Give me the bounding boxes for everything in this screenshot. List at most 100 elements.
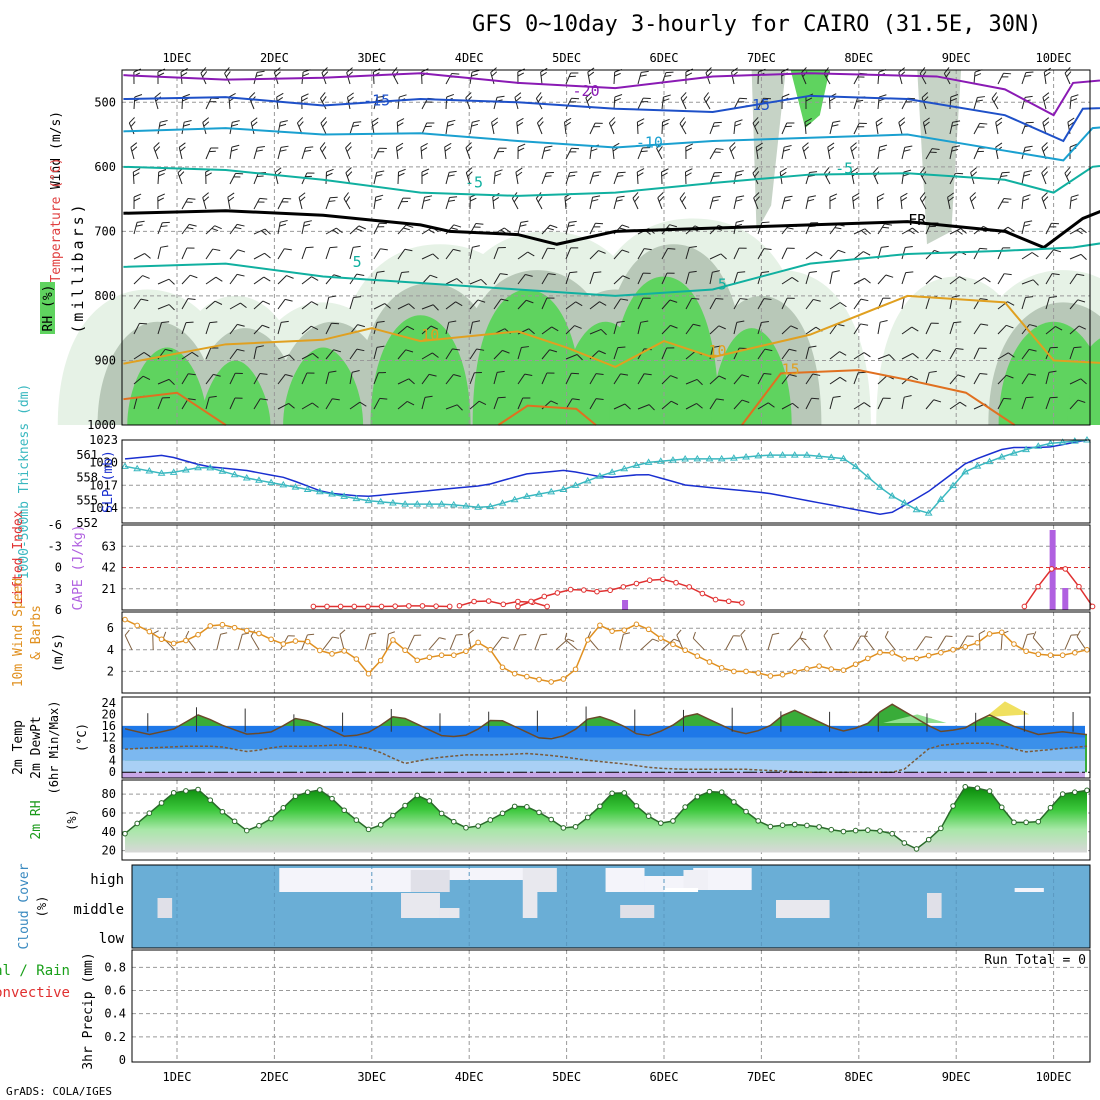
thickness-line-point bbox=[900, 498, 909, 506]
barb-staff bbox=[829, 397, 834, 410]
thickness-line-point bbox=[669, 456, 677, 463]
wind-barb bbox=[444, 142, 452, 160]
barb-flag bbox=[142, 275, 150, 279]
barb-staff bbox=[205, 225, 216, 235]
wind-barb bbox=[157, 397, 170, 410]
barb-flag bbox=[133, 197, 141, 202]
wind-barb bbox=[919, 192, 927, 210]
barb-flag bbox=[947, 192, 955, 198]
barb-flag bbox=[202, 192, 209, 198]
barb-flag bbox=[280, 145, 289, 148]
barb-staff bbox=[349, 297, 354, 310]
barb-staff bbox=[133, 275, 143, 285]
barb-flag bbox=[331, 322, 340, 325]
barb-flag bbox=[142, 375, 151, 381]
barb-staff bbox=[753, 197, 759, 210]
thickness-line-point bbox=[912, 505, 921, 513]
barb-staff bbox=[511, 198, 519, 210]
wind-barb bbox=[901, 245, 913, 260]
wind-barb bbox=[757, 348, 773, 360]
barb-flag bbox=[301, 93, 309, 98]
rh-line-point bbox=[804, 822, 810, 829]
wind-speed-line-point bbox=[292, 638, 299, 644]
barb-flag bbox=[237, 249, 246, 253]
barb-flag bbox=[827, 142, 835, 148]
barb-flag bbox=[1002, 247, 1011, 249]
barb-flag bbox=[540, 71, 547, 77]
barb-flag bbox=[502, 349, 510, 354]
wind-barb bbox=[637, 320, 649, 335]
wind-barb bbox=[493, 246, 506, 260]
barb-staff bbox=[157, 171, 160, 185]
barb-flag bbox=[157, 197, 165, 202]
barb-flag bbox=[1024, 145, 1033, 148]
barb-staff bbox=[181, 247, 188, 260]
barb-staff bbox=[919, 198, 927, 210]
thickness-line-point bbox=[729, 454, 738, 461]
barb-staff bbox=[469, 278, 482, 285]
barb-flag bbox=[1041, 192, 1048, 199]
pressure-tick-label: 700 bbox=[94, 224, 116, 238]
wind-barb bbox=[733, 399, 750, 410]
wind-barb bbox=[949, 120, 961, 135]
barb-staff bbox=[997, 324, 1007, 335]
barb-staff bbox=[513, 634, 521, 650]
barb-staff bbox=[228, 97, 231, 110]
barb-staff bbox=[373, 248, 381, 260]
barb-flag bbox=[755, 142, 763, 148]
wind-barb bbox=[781, 145, 792, 160]
cape-panel bbox=[121, 524, 1096, 611]
barb-flag bbox=[262, 300, 271, 305]
wind-barb bbox=[781, 122, 795, 135]
wind-barb bbox=[229, 348, 245, 360]
barb-flag bbox=[472, 245, 480, 248]
barb-flag bbox=[736, 320, 745, 323]
barb-flag bbox=[311, 276, 319, 281]
barb-flag bbox=[1070, 198, 1078, 202]
wind-barb bbox=[853, 251, 871, 260]
barb-staff bbox=[277, 299, 286, 310]
barb-flag bbox=[570, 247, 579, 249]
rh-tick-label: 80 bbox=[102, 787, 116, 801]
barb-flag bbox=[670, 400, 679, 406]
barb-flag bbox=[679, 192, 686, 199]
barb-flag bbox=[931, 148, 940, 150]
rh-line-point bbox=[731, 799, 737, 805]
barb-flag bbox=[593, 171, 602, 174]
barb-staff bbox=[973, 323, 982, 335]
barb-staff bbox=[465, 147, 471, 160]
barb-staff bbox=[755, 147, 759, 160]
barb-staff bbox=[901, 352, 913, 360]
lifted-index-line-point bbox=[392, 603, 398, 609]
wind-barb bbox=[253, 345, 264, 360]
barb-flag bbox=[447, 174, 455, 177]
barb-flag bbox=[406, 325, 415, 331]
barb-flag bbox=[310, 325, 319, 331]
thickness-line-point bbox=[936, 495, 945, 502]
wind-barb bbox=[949, 348, 964, 360]
wind-barb bbox=[757, 248, 772, 260]
rh-line-point bbox=[329, 795, 335, 802]
barb-flag bbox=[564, 117, 572, 123]
barb-staff bbox=[205, 374, 214, 385]
slp-tick-label: 1020 bbox=[89, 456, 118, 470]
wind-barb-10m bbox=[823, 629, 833, 651]
barb-flag bbox=[264, 228, 271, 235]
barb-staff bbox=[1069, 253, 1082, 260]
barb-staff bbox=[864, 636, 875, 651]
barb-flag bbox=[527, 251, 535, 257]
barb-flag bbox=[808, 345, 817, 348]
barb-flag bbox=[472, 320, 481, 323]
wind-barb bbox=[925, 275, 942, 285]
barb-flag bbox=[311, 301, 319, 306]
barb-flag bbox=[592, 195, 601, 198]
bottom-day-label: 10DEC bbox=[1036, 1070, 1072, 1084]
thickness-tick-label: 552 bbox=[76, 516, 98, 530]
barb-flag bbox=[1023, 149, 1031, 152]
barb-staff bbox=[997, 247, 1004, 260]
barb-flag bbox=[168, 379, 175, 386]
wind-barb bbox=[229, 223, 245, 235]
barb-flag bbox=[209, 321, 218, 324]
barb-flag bbox=[662, 98, 670, 102]
barb-flag bbox=[495, 169, 503, 173]
